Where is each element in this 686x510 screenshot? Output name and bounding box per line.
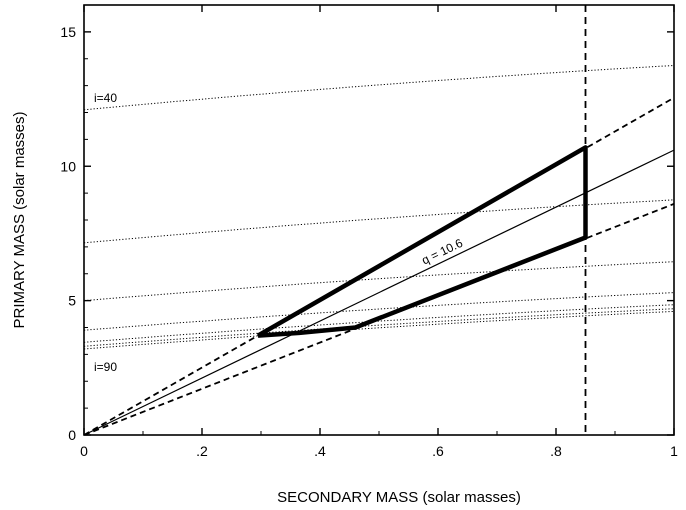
y-axis-title: PRIMARY MASS (solar masses) bbox=[11, 112, 28, 329]
y-tick-label: 10 bbox=[60, 158, 76, 174]
mass-ratio-line bbox=[84, 149, 674, 435]
inclination-curves bbox=[84, 65, 674, 350]
x-tick-label: .4 bbox=[314, 443, 326, 459]
mass-ratio-lines bbox=[84, 5, 674, 435]
x-tick-label: 0 bbox=[80, 443, 88, 459]
inclination-curve bbox=[84, 65, 674, 111]
allowed-region bbox=[256, 145, 588, 338]
allowed-region-outline bbox=[256, 145, 588, 338]
inclination-curve bbox=[84, 304, 674, 343]
inclination-label: i=40 bbox=[94, 91, 117, 105]
mass-ratio-limit-line bbox=[84, 96, 674, 435]
x-axis-title: SECONDARY MASS (solar masses) bbox=[277, 489, 521, 506]
x-tick-label: 1 bbox=[670, 443, 678, 459]
inclination-curve bbox=[84, 261, 674, 302]
x-tick-label: .8 bbox=[550, 443, 562, 459]
mass-ratio-limit-line bbox=[84, 203, 674, 435]
inclination-label: i=90 bbox=[94, 360, 117, 374]
x-tick-label: .2 bbox=[196, 443, 208, 459]
y-tick-label: 0 bbox=[68, 427, 76, 443]
inclination-curve bbox=[84, 199, 674, 244]
y-tick-label: 15 bbox=[60, 24, 76, 40]
y-tick-label: 5 bbox=[68, 293, 76, 309]
x-tick-label: .6 bbox=[432, 443, 444, 459]
inclination-curve bbox=[84, 292, 674, 331]
inclination-curve bbox=[84, 308, 674, 347]
